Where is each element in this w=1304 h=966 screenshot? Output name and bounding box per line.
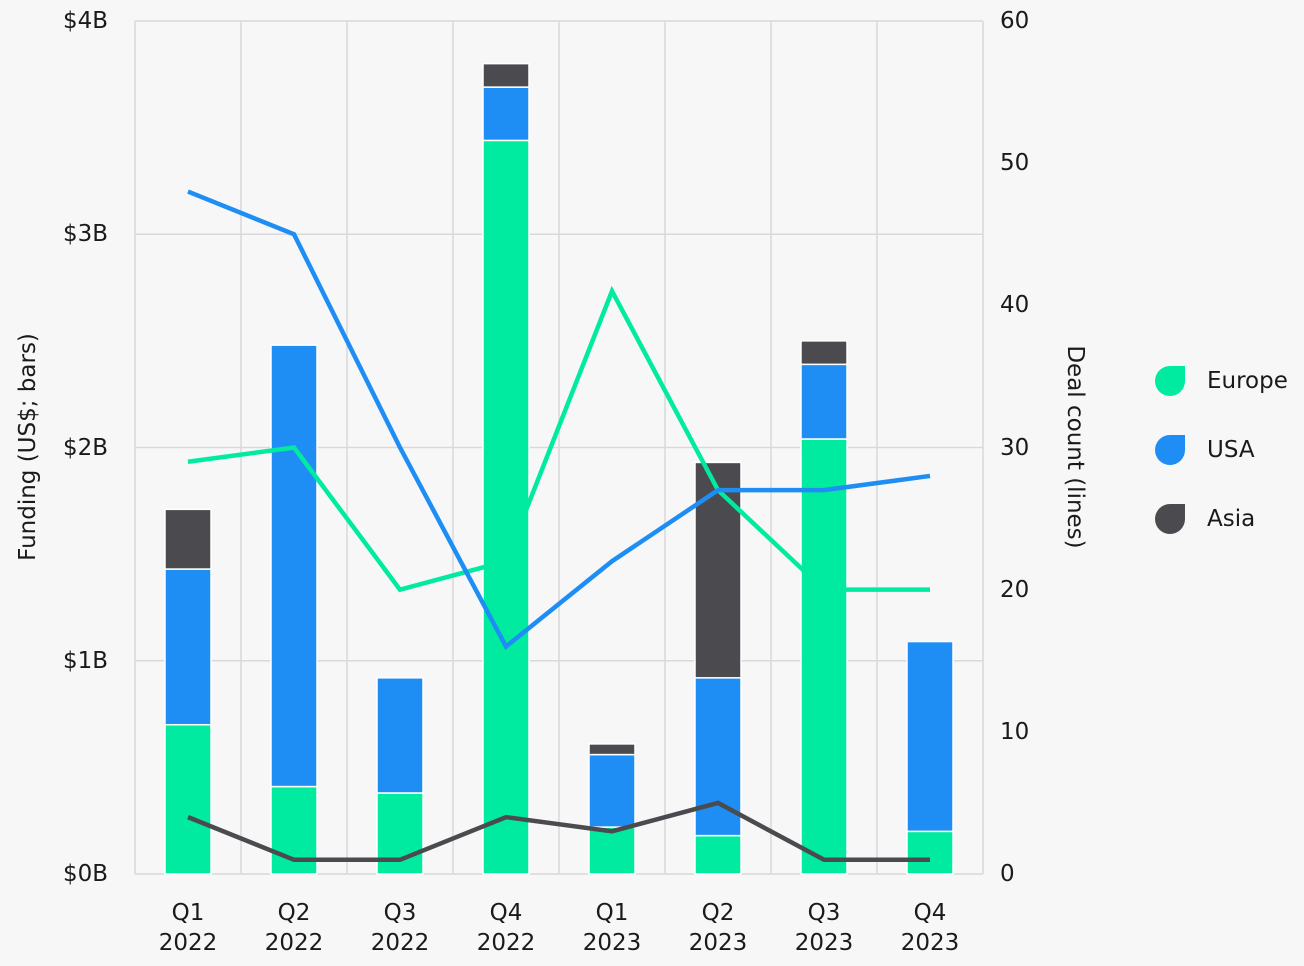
bar-segment <box>482 139 530 875</box>
y2-tick-label: 40 <box>1000 292 1030 319</box>
x-tick-label: Q2 2023 <box>688 900 748 956</box>
y2-tick-label: 50 <box>1000 150 1030 177</box>
x-tick-label: Q4 2022 <box>476 900 536 956</box>
bar-segment <box>376 677 424 794</box>
bar-segment <box>800 340 848 366</box>
line <box>187 285 930 593</box>
bar-segment <box>694 461 742 679</box>
bar-segment <box>164 568 212 726</box>
legend-label: Asia <box>1207 506 1256 532</box>
y2-tick-label: 30 <box>1000 434 1030 461</box>
y-tick-label: $0B <box>62 861 108 887</box>
legend-label: USA <box>1207 437 1255 463</box>
legend-entry: Asia <box>1155 504 1255 534</box>
x-tick-label: Q2 2022 <box>264 900 324 956</box>
legend-swatch <box>1155 504 1185 534</box>
bar-segment <box>694 834 742 875</box>
legend-entry: Europe <box>1155 366 1288 396</box>
y2-axis-label: Deal count (lines) <box>1062 345 1088 549</box>
bar-segment <box>906 640 954 833</box>
x-tick-label: Q3 2023 <box>794 900 854 956</box>
y2-tick-label: 60 <box>1000 8 1030 34</box>
legend-swatch <box>1155 435 1185 465</box>
bar-segment <box>482 62 530 88</box>
y-tick-label: $4B <box>62 8 108 34</box>
y-tick-label: $3B <box>62 221 108 248</box>
x-tick-label: Q1 2023 <box>582 900 642 956</box>
bar-segment <box>588 753 636 828</box>
bar-segment <box>164 723 212 875</box>
y2-tick-label: 20 <box>1000 576 1030 603</box>
line <box>187 189 931 650</box>
bar-segment <box>588 826 636 875</box>
x-tick-label: Q3 2022 <box>370 900 430 956</box>
y2-tick-label: 10 <box>1000 718 1030 745</box>
x-tick-label: Q4 2023 <box>900 900 960 956</box>
legend-entry: USA <box>1155 435 1255 465</box>
line <box>187 800 930 863</box>
bar-segment <box>164 508 212 570</box>
legend-label: Europe <box>1207 368 1288 394</box>
y-tick-label: $1B <box>62 647 108 674</box>
bar-segment <box>588 743 636 756</box>
y-tick-label: $2B <box>62 434 108 461</box>
legend-swatch <box>1155 366 1185 396</box>
y2-tick-label: 0 <box>1000 861 1015 887</box>
x-tick-label: Q1 2022 <box>158 900 218 956</box>
bar-segment <box>482 86 530 142</box>
bar-segment <box>270 344 318 788</box>
bar-segment <box>800 363 848 440</box>
bar-segment <box>800 438 848 875</box>
bar-segment <box>906 830 954 875</box>
